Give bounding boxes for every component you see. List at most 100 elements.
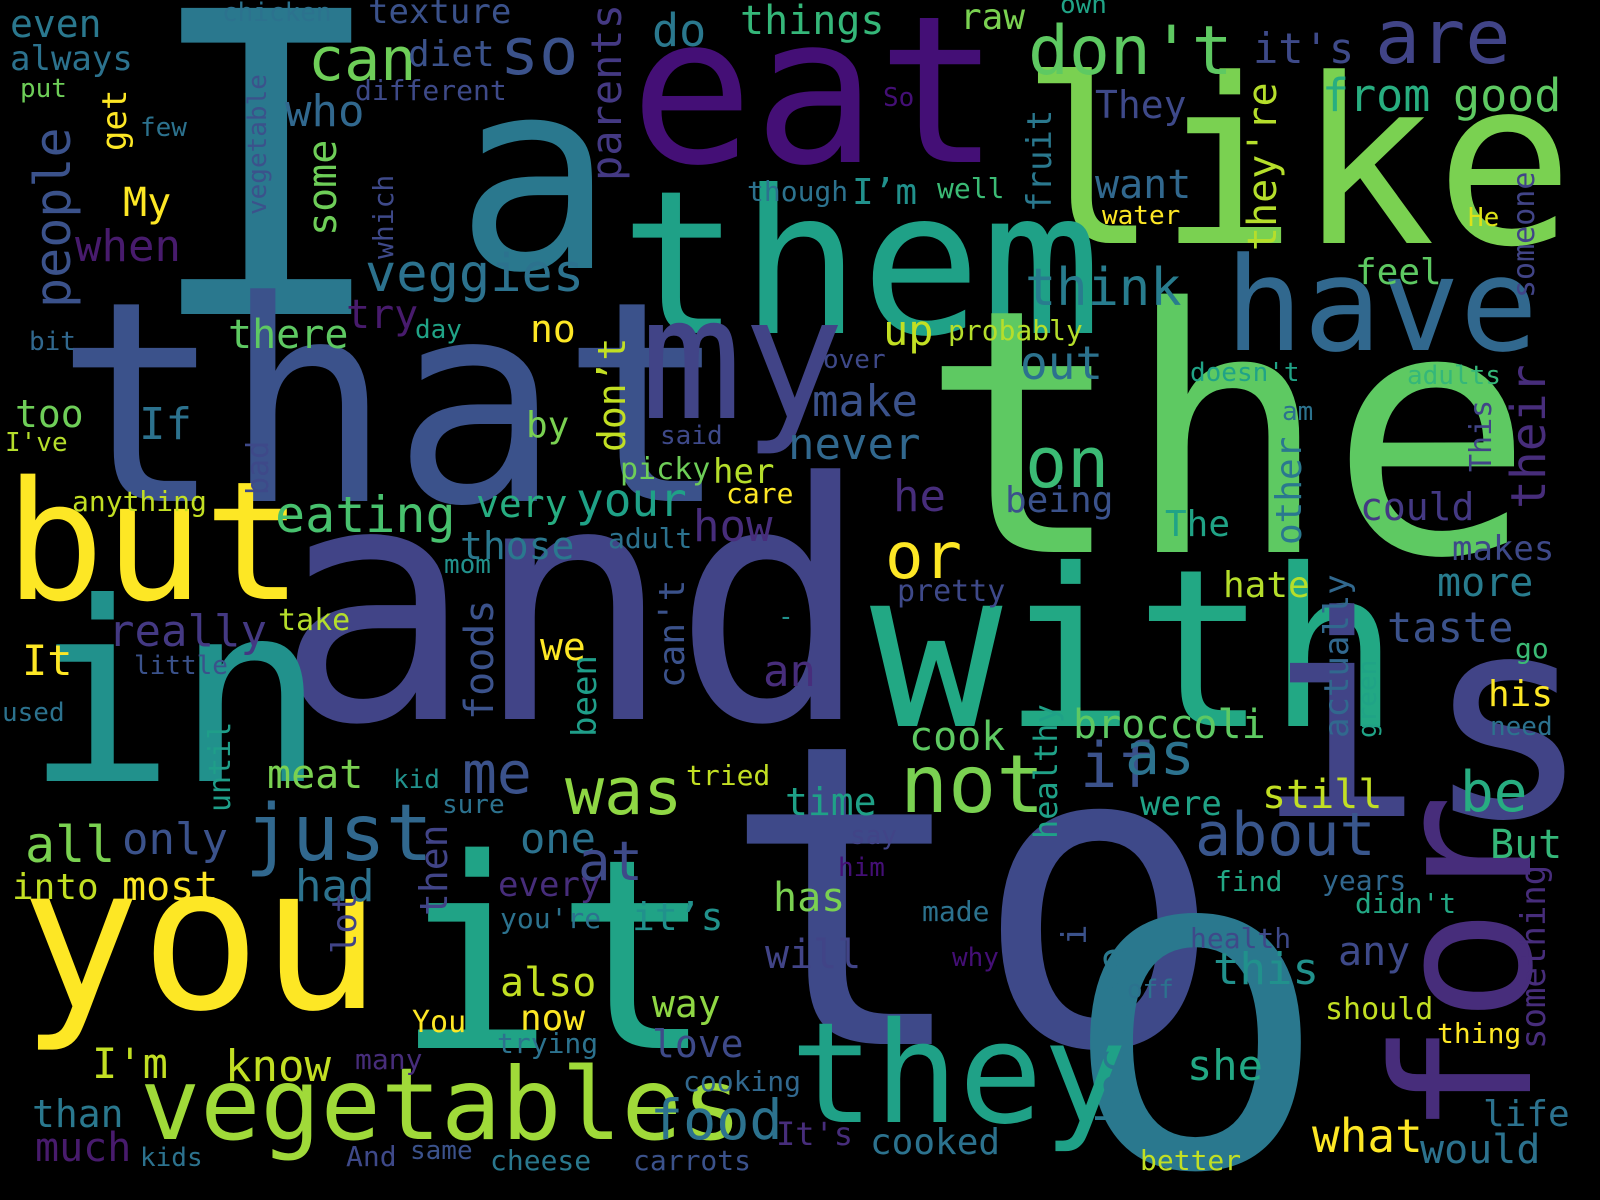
word-diet: diet [408,34,495,75]
word-its: it's [1253,24,1355,73]
word-said: said [660,421,723,451]
word-if: If [139,399,192,450]
word-better: better [1140,1144,1242,1177]
word-at: at [578,830,644,893]
word-water: water [1102,201,1181,231]
word-should: should [1325,992,1434,1027]
word-i: i [1055,924,1095,945]
word-so: So [883,83,915,113]
word-texture: texture [368,0,512,32]
word-someone: someone [1507,171,1542,298]
word-care: care [726,477,794,510]
word-go: go [1515,632,1549,665]
word-he: he [893,471,946,522]
word-now: now [520,998,586,1039]
word-just: just [245,789,433,879]
word-still: still [1262,772,1383,818]
word-as: as [1125,720,1195,788]
word-chicken: chicken [222,0,332,28]
word-years: years [1322,864,1407,897]
word-trying: trying [497,1027,599,1060]
word-they: They [1095,83,1187,127]
word-need: need [1490,712,1553,742]
word-want: want [1095,162,1192,208]
word-to: to [720,655,1226,1144]
word-so: so [500,15,579,90]
word-the: The [1165,504,1231,545]
word-find: find [1215,865,1283,898]
word-healthy: healthy [1027,704,1065,839]
word-this: This [1464,399,1499,472]
word-lot: lot [325,892,365,954]
word-she: she [1187,1041,1263,1090]
word-was: was [565,755,683,830]
word-mom: mom [444,550,491,580]
word-adult: adult [608,522,693,555]
word-too: too [15,392,84,436]
word-because: because [1088,946,1137,1124]
word-who: who [285,86,365,137]
word-fruit: fruit [1020,109,1060,212]
word-tried: tried [686,759,771,792]
word-time: time [785,780,877,824]
word-then: then [412,824,456,916]
word-her: her [713,452,775,492]
word-really: really [108,606,267,657]
word-good: good [1453,69,1562,122]
word-much: much [35,1125,132,1171]
word-never: never [788,419,921,470]
word-it: It [22,636,73,685]
word-dont: don’t [590,337,634,452]
word-we: we [540,625,586,669]
word-parents: parents [582,3,631,181]
word-ive: I've [5,428,68,458]
word-love: love [652,1022,744,1066]
word-any: any [1338,929,1411,975]
word-food: food [650,1088,783,1152]
word-no: no [530,307,576,351]
word-their: their [1501,364,1557,510]
word-its: it’s [632,895,724,939]
word-would: would [1420,1127,1541,1173]
word-meat: meat [267,752,364,798]
word-will: will [765,932,862,978]
word-most: most [122,864,219,910]
word-vegetables: vegetables [140,1046,743,1163]
word-probably: probably [948,314,1083,347]
word-can: can [308,25,417,95]
word-health: health [1190,922,1292,955]
word-o: o [1060,748,1331,1200]
word-cook: cook [909,714,1006,760]
word-though: though [747,175,849,208]
word-doesnt: doesn't [1190,358,1300,388]
word-think: think [1025,258,1182,318]
word-its: It's [776,1115,854,1153]
word-well: well [937,172,1005,205]
word-picky: picky [620,452,711,487]
word-which: which [367,174,400,259]
word-how: how [693,501,773,552]
word-say: say [850,821,897,851]
word-make: make [812,376,918,427]
word-kids: kids [140,1143,203,1173]
word-take: take [278,603,351,638]
word-bit: bit [29,327,76,357]
word-way: way [652,982,721,1026]
word-or: or [885,520,963,594]
word-little: little [134,651,228,681]
word-what: what [1312,1109,1423,1163]
word-hate: hate [1223,565,1310,606]
word-makes: makes [1452,529,1555,569]
word-there: there [228,312,349,358]
word-this: this [1213,944,1319,995]
word-i: I [140,0,393,414]
word-veggies: veggies [365,244,585,304]
word-foods: foods [457,599,503,720]
word-cooking: cooking [683,1065,802,1098]
word-cheese: cheese [490,1144,592,1177]
word-being: being [1005,480,1114,521]
word-up: up [883,306,934,355]
word-the: the [920,237,1535,633]
word-raw: raw [960,0,1026,38]
word-other: other [1269,436,1310,545]
